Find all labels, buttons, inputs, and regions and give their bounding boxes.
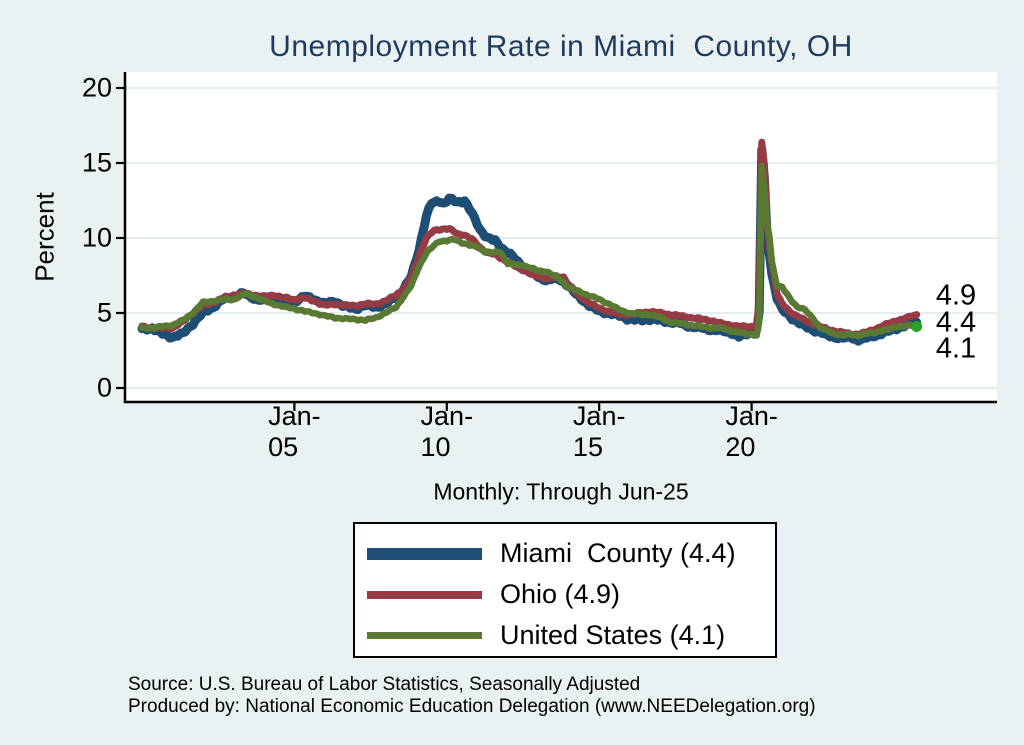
legend-swatch-united-states (367, 632, 482, 639)
legend-item-ohio: Ohio (4.9) (367, 574, 767, 615)
y-tick-label-20: 20 (81, 72, 112, 103)
x-tick-label-jan-20: Jan-20 (725, 401, 778, 462)
legend-label-ohio: Ohio (4.9) (500, 579, 621, 609)
x-tick-label-jan-15: Jan-15 (572, 401, 626, 462)
legend-label-united-states: United States (4.1) (500, 620, 726, 650)
y-tick-label-15: 15 (81, 147, 112, 178)
end-value-label-united-states: 4.1 (935, 332, 977, 365)
legend-label-miami-county: Miami County (4.4) (500, 538, 736, 568)
x-tick-label-jan-10: Jan-10 (420, 401, 474, 462)
y-tick-label-10: 10 (81, 222, 112, 253)
legend-swatch-miami-county (367, 547, 482, 560)
end-value-label-miami-county: 4.4 (935, 306, 977, 339)
x-tick-label-jan-05: Jan-05 (268, 401, 321, 462)
legend-swatch-ohio (367, 590, 482, 599)
y-tick-label-0: 0 (96, 372, 112, 403)
produced-by-text: Produced by: National Economic Education… (128, 696, 816, 717)
legend: Miami County (4.4) Ohio (4.9) United Sta… (353, 522, 777, 658)
chart-subtitle: Monthly: Through Jun-25 (433, 478, 689, 505)
end-value-label-ohio: 4.9 (935, 279, 977, 312)
series-line-ohio (138, 138, 921, 339)
chart-title: Unemployment Rate in Miami County, OH (269, 30, 853, 63)
y-tick-label-5: 5 (96, 297, 112, 328)
source-text: Source: U.S. Bureau of Labor Statistics,… (128, 674, 641, 695)
series-line-united-states (138, 162, 920, 340)
end-marker-dot (911, 321, 923, 332)
legend-item-miami-county: Miami County (4.4) (367, 533, 767, 574)
legend-item-united-states: United States (4.1) (367, 615, 767, 656)
